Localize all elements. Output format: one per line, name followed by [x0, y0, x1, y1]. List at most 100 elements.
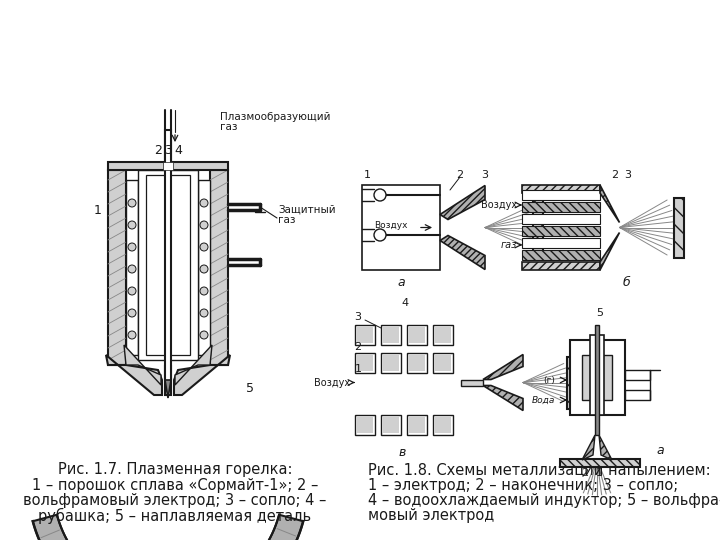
Text: 5: 5 — [246, 381, 254, 395]
Circle shape — [374, 229, 386, 241]
Bar — [673, 198, 683, 258]
Text: газ: газ — [278, 215, 295, 225]
Text: рубашка; 5 – наплавляемая деталь: рубашка; 5 – наплавляемая деталь — [38, 508, 312, 524]
Text: 2: 2 — [354, 342, 361, 352]
Bar — [435, 327, 451, 343]
Circle shape — [200, 221, 208, 229]
Text: Воздух: Воздух — [314, 377, 350, 388]
Text: 2: 2 — [456, 170, 464, 180]
Circle shape — [200, 199, 208, 207]
Text: б: б — [622, 275, 630, 288]
Polygon shape — [483, 354, 523, 380]
Polygon shape — [165, 380, 171, 398]
Circle shape — [200, 243, 208, 251]
Polygon shape — [106, 355, 162, 395]
Text: 1: 1 — [595, 468, 603, 478]
Text: 1: 1 — [364, 170, 371, 180]
Text: а: а — [397, 275, 405, 288]
Bar — [126, 180, 138, 355]
Text: Воздух: Воздух — [374, 221, 408, 230]
Bar — [625, 370, 650, 380]
Bar — [383, 355, 399, 371]
Text: газ: газ — [220, 122, 238, 132]
Bar — [357, 327, 373, 343]
Text: 3: 3 — [482, 170, 488, 180]
Text: в: в — [399, 446, 406, 458]
Bar — [409, 327, 425, 343]
Polygon shape — [33, 515, 303, 540]
Bar — [590, 335, 604, 415]
Polygon shape — [175, 345, 212, 385]
Text: (г): (г) — [543, 375, 555, 384]
Bar — [625, 390, 650, 400]
Polygon shape — [124, 345, 161, 385]
Bar — [433, 415, 453, 435]
Text: Вода: Вода — [531, 395, 555, 404]
Bar — [357, 417, 373, 433]
Bar — [409, 417, 425, 433]
Circle shape — [128, 287, 136, 295]
Circle shape — [128, 199, 136, 207]
Circle shape — [128, 265, 136, 273]
Bar — [138, 170, 198, 360]
Bar — [407, 353, 427, 373]
Text: Рис. 1.7. Плазменная горелка:: Рис. 1.7. Плазменная горелка: — [58, 462, 292, 477]
Bar — [522, 226, 600, 236]
Bar — [355, 353, 375, 373]
Text: Воздух: Воздух — [481, 200, 517, 210]
Text: 2: 2 — [154, 144, 162, 157]
Bar — [567, 356, 577, 408]
Bar — [383, 327, 399, 343]
Text: 3: 3 — [624, 170, 631, 180]
Circle shape — [128, 221, 136, 229]
Polygon shape — [582, 435, 595, 460]
Circle shape — [128, 243, 136, 251]
Text: 4: 4 — [402, 298, 408, 308]
Bar — [461, 380, 483, 386]
Text: 3: 3 — [164, 144, 172, 157]
Bar — [381, 325, 401, 345]
Bar — [522, 262, 600, 270]
Bar — [146, 175, 190, 355]
Text: газ: газ — [500, 240, 517, 250]
Circle shape — [128, 331, 136, 339]
Text: Плазмообразующий: Плазмообразующий — [220, 112, 330, 122]
Bar — [533, 199, 543, 255]
Text: Рис. 1.8. Схемы металлизации напылением:: Рис. 1.8. Схемы металлизации напылением: — [368, 462, 711, 477]
Text: 1 – электрод; 2 – наконечник; 3 – сопло;: 1 – электрод; 2 – наконечник; 3 – сопло; — [368, 478, 678, 493]
Text: 2: 2 — [611, 170, 618, 180]
Bar — [210, 170, 228, 365]
Bar — [435, 355, 451, 371]
Polygon shape — [600, 233, 619, 270]
Text: 2: 2 — [582, 468, 588, 478]
Circle shape — [128, 309, 136, 317]
Bar — [381, 353, 401, 373]
Bar — [357, 355, 373, 371]
Bar — [522, 190, 600, 200]
Bar — [165, 130, 171, 395]
Text: 1: 1 — [94, 204, 102, 217]
Bar — [407, 325, 427, 345]
Bar — [198, 180, 210, 355]
Circle shape — [200, 331, 208, 339]
Bar — [108, 162, 228, 170]
Bar — [595, 325, 599, 435]
Bar — [355, 415, 375, 435]
Circle shape — [200, 287, 208, 295]
Bar — [409, 355, 425, 371]
Polygon shape — [440, 186, 485, 219]
Bar — [522, 238, 600, 248]
Bar — [522, 250, 600, 260]
Circle shape — [200, 309, 208, 317]
Text: Защитный: Защитный — [278, 205, 336, 215]
Bar — [362, 185, 440, 270]
Text: 4: 4 — [174, 144, 182, 157]
Bar — [570, 340, 625, 415]
Bar — [108, 170, 126, 365]
Bar — [433, 325, 453, 345]
Bar — [435, 417, 451, 433]
Text: 5: 5 — [596, 308, 603, 318]
Polygon shape — [483, 386, 523, 410]
Text: а: а — [656, 443, 664, 456]
Polygon shape — [440, 235, 485, 269]
